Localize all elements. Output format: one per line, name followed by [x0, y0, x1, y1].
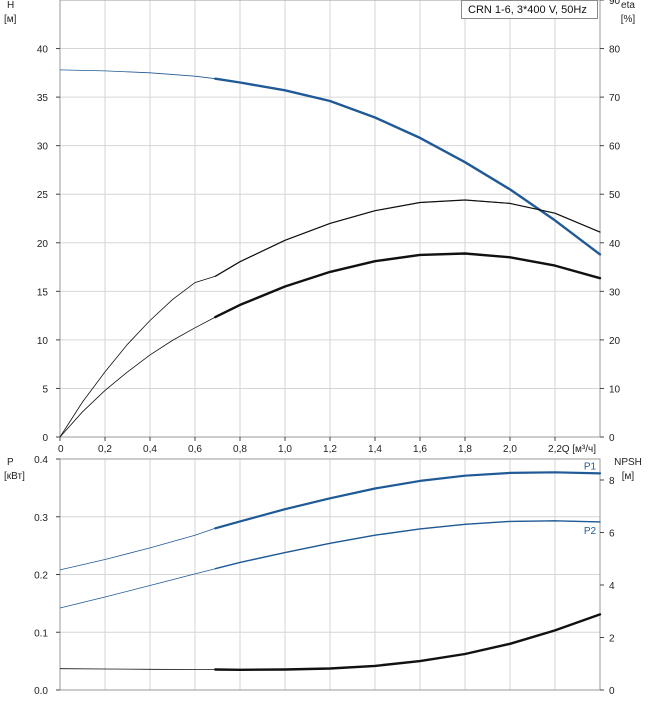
x-tick-label: 1,8	[458, 444, 472, 455]
right-tick-label: 10	[609, 384, 621, 395]
left-axis-unit: [м]	[4, 14, 17, 25]
x-tick-label: 0,2	[98, 444, 112, 455]
right-tick-label: 90	[609, 0, 621, 7]
left-axis-title: P	[7, 457, 14, 468]
right-tick-label: 20	[609, 336, 621, 347]
x-tick-label: 0,8	[233, 444, 247, 455]
right-axis-title: eta	[621, 0, 635, 11]
x-tick-label: 1,4	[368, 444, 382, 455]
series-line-bold	[214, 199, 601, 277]
series-label: P1	[584, 461, 597, 472]
x-tick-label: 1,6	[413, 444, 427, 455]
left-tick-label: 10	[37, 336, 49, 347]
x-tick-label: 1,2	[323, 444, 337, 455]
right-tick-label: 40	[609, 239, 621, 250]
right-tick-label: 0	[609, 433, 615, 444]
x-tick-label: 1,0	[278, 444, 292, 455]
left-tick-label: 0.1	[34, 628, 48, 639]
right-tick-label: 6	[609, 529, 615, 540]
left-tick-label: 0.4	[34, 455, 48, 466]
left-tick-label: 15	[37, 287, 49, 298]
left-tick-label: 20	[37, 239, 49, 250]
right-tick-label: 2	[609, 634, 615, 645]
left-axis-title: H	[7, 0, 14, 11]
left-tick-label: 5	[42, 384, 48, 395]
x-tick-label: 0,4	[143, 444, 157, 455]
right-tick-label: 30	[609, 287, 621, 298]
series-line-bold	[214, 613, 602, 671]
pump-model-box: CRN 1-6, 3*400 V, 50Hz	[461, 0, 598, 19]
x-axis-label: Q [м³/ч]	[562, 444, 597, 455]
right-tick-label: 8	[609, 476, 615, 487]
series-line-bold	[214, 520, 601, 570]
pump-model-label: CRN 1-6, 3*400 V, 50Hz	[468, 4, 587, 16]
series-line-bold	[214, 471, 602, 530]
left-axis-unit: [кВт]	[4, 471, 25, 482]
series-label: P2	[584, 526, 597, 537]
right-axis-unit: [%]	[621, 14, 636, 25]
right-tick-label: 60	[609, 142, 621, 153]
right-tick-label: 0	[609, 686, 615, 697]
left-tick-label: 0.3	[34, 513, 48, 524]
x-tick-label: 2,2	[548, 444, 562, 455]
left-tick-label: 0.2	[34, 571, 48, 582]
x-tick-label: 2,0	[503, 444, 517, 455]
right-axis-title: NPSH	[614, 457, 642, 468]
right-tick-label: 80	[609, 45, 621, 56]
right-tick-label: 4	[609, 581, 615, 592]
right-tick-label: 50	[609, 190, 621, 201]
left-tick-label: 35	[37, 93, 49, 104]
left-tick-label: 0	[42, 433, 48, 444]
right-tick-label: 70	[609, 93, 621, 104]
left-tick-label: 25	[37, 190, 49, 201]
left-tick-label: 0.0	[34, 686, 48, 697]
left-tick-label: 30	[37, 142, 49, 153]
left-tick-label: 40	[37, 45, 49, 56]
x-tick-label: 0	[58, 444, 64, 455]
series-line-bold	[214, 252, 602, 319]
right-axis-unit: [м]	[622, 471, 635, 482]
x-tick-label: 0,6	[188, 444, 202, 455]
series-line-bold	[214, 77, 602, 256]
